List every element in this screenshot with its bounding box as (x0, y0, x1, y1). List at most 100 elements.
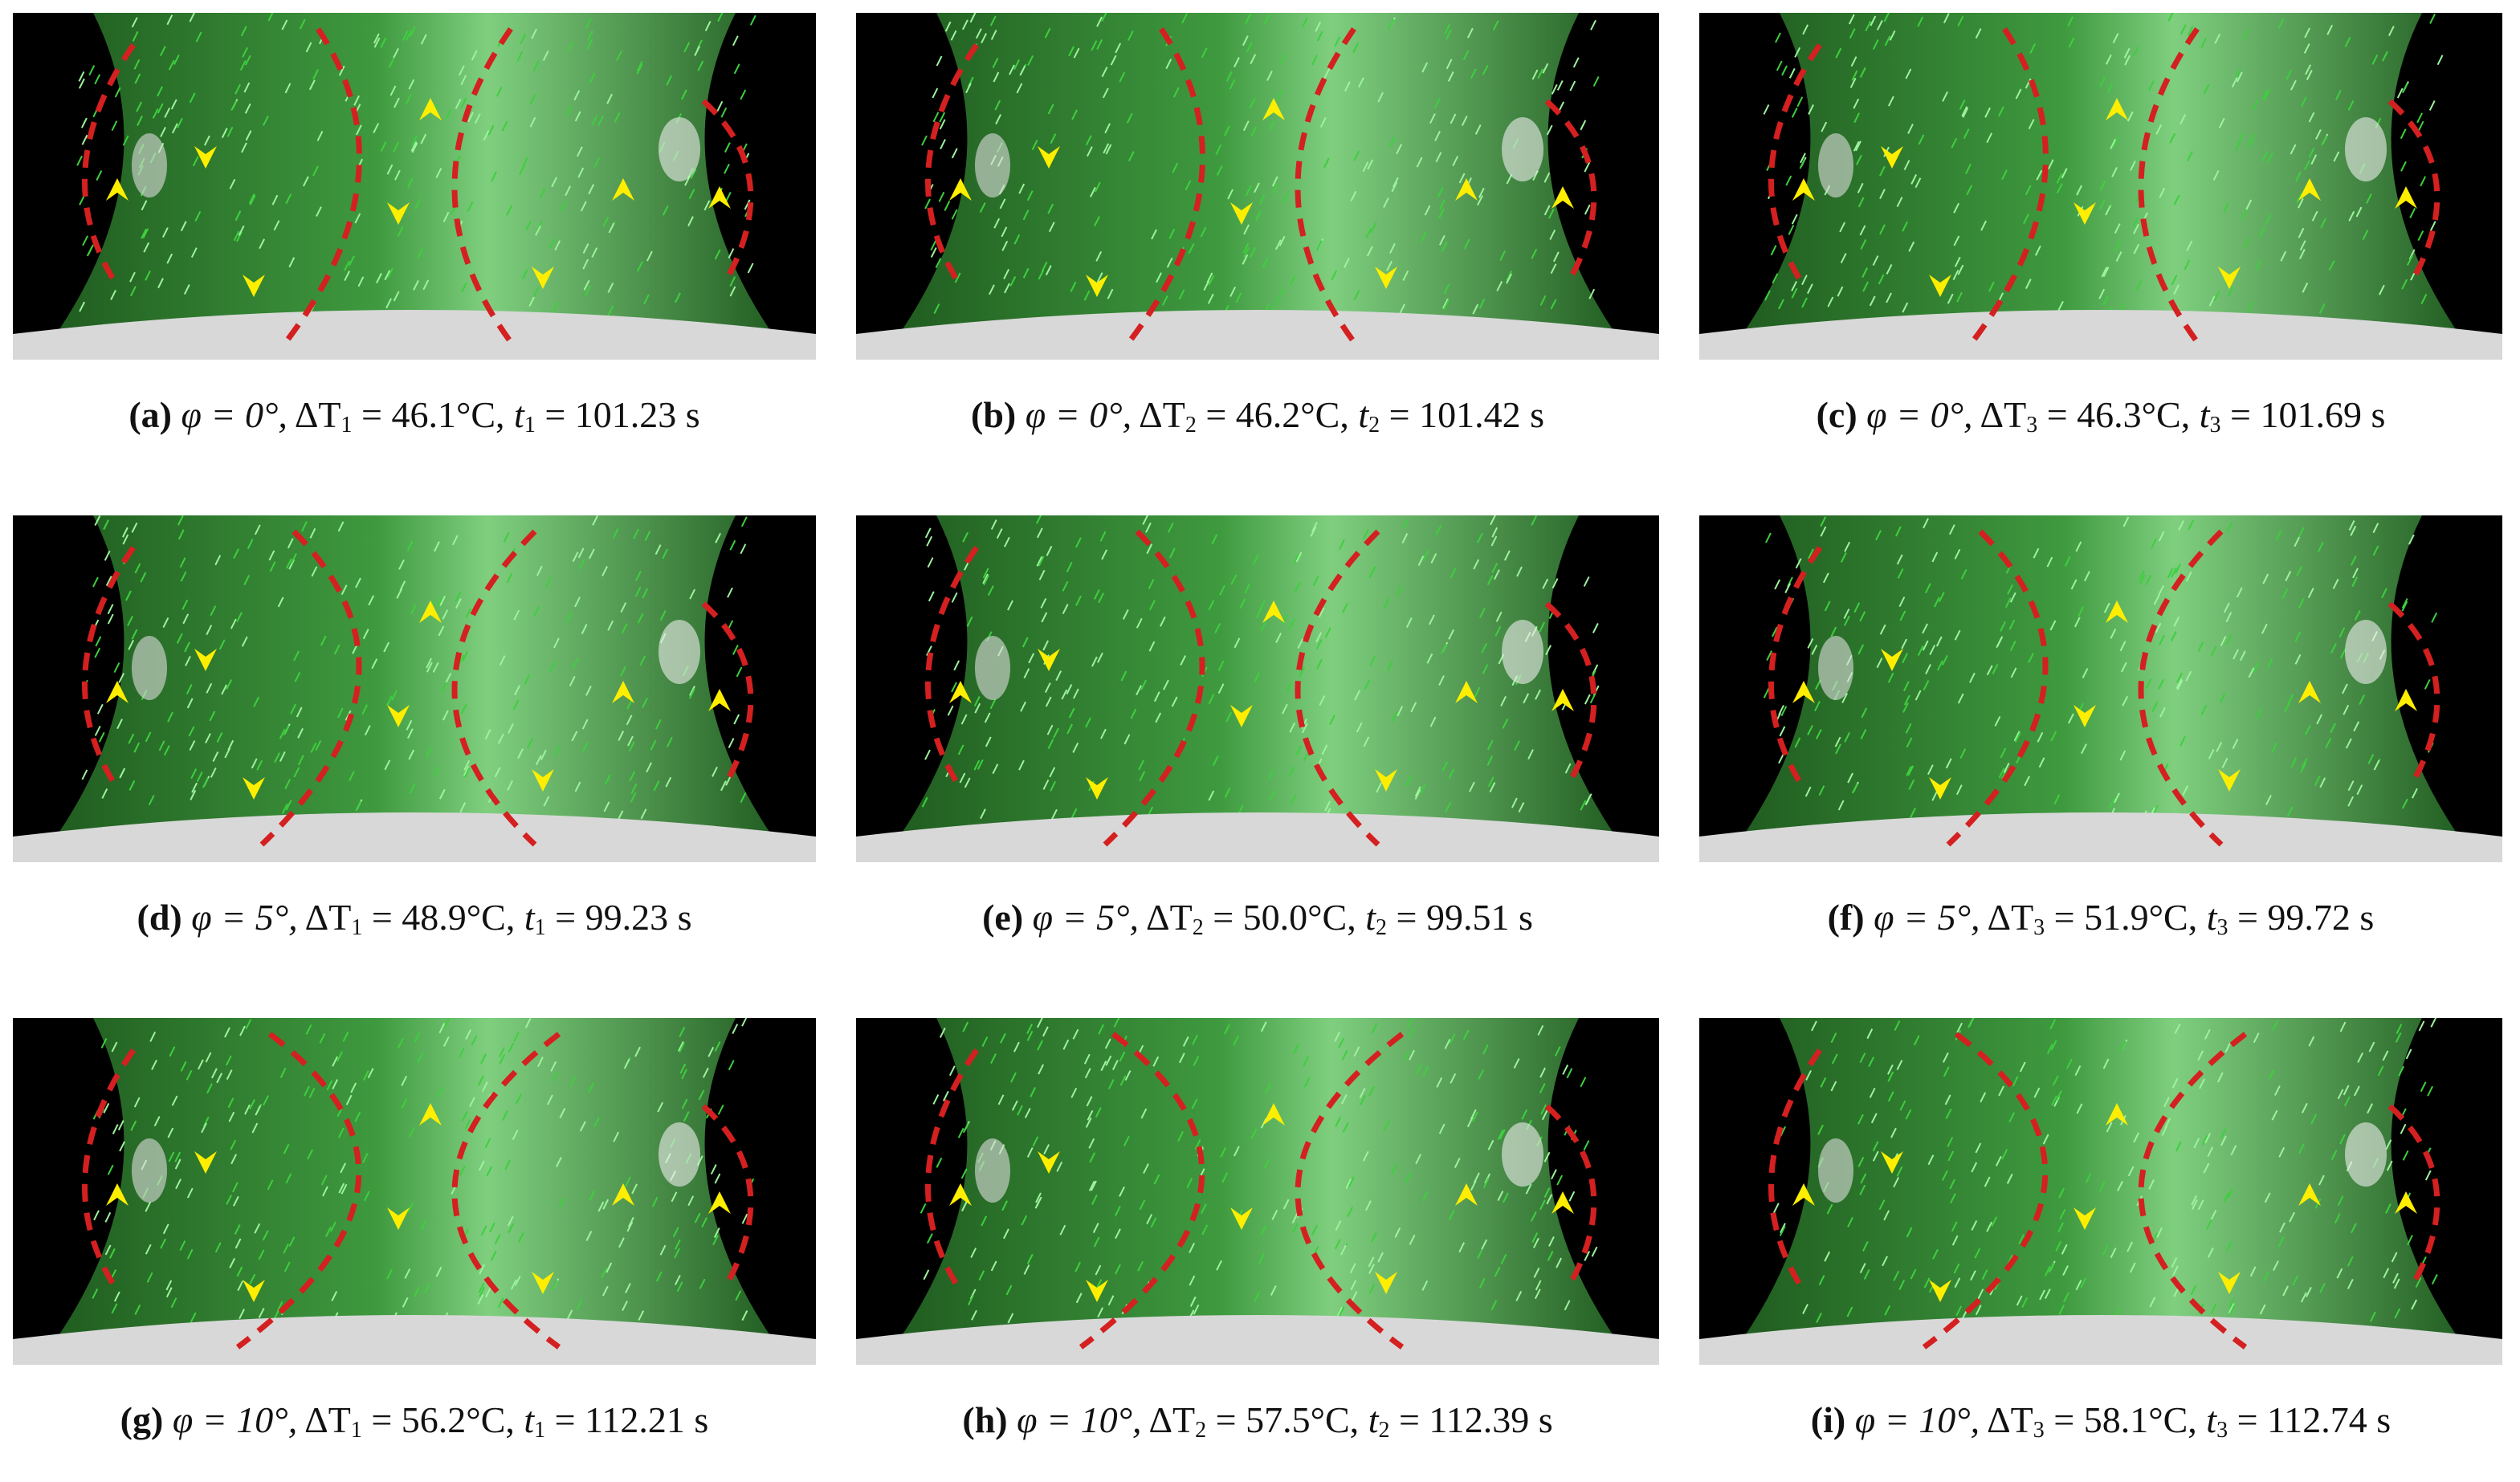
delta-value: = 51.9°C, (2053, 897, 2198, 938)
vector (1437, 187, 1444, 197)
vector (675, 292, 681, 303)
vector (1342, 602, 1348, 613)
vector (262, 1230, 269, 1241)
vector (357, 276, 365, 287)
vector (1339, 539, 1345, 550)
vector (94, 515, 101, 526)
vector (455, 98, 462, 109)
vector (2191, 1195, 2198, 1206)
vector (263, 116, 269, 126)
vector (1970, 1270, 1976, 1281)
vector (1224, 125, 1230, 136)
vector (1120, 670, 1127, 682)
vector (2099, 180, 2106, 191)
vector (1896, 554, 1903, 565)
vector (2271, 1109, 2278, 1121)
vector (338, 1183, 345, 1194)
vector (2098, 199, 2106, 210)
vector (2377, 1065, 2384, 1077)
vector (1910, 1268, 1917, 1280)
vector (679, 1026, 686, 1037)
vector (2216, 742, 2223, 752)
delta-value: = 48.9°C, (371, 897, 516, 938)
vector (1902, 702, 1909, 713)
vector (177, 117, 183, 128)
flow-arrow (243, 777, 265, 800)
vector (101, 788, 108, 799)
vector (1584, 161, 1591, 173)
vector (2207, 1146, 2214, 1158)
vector (2261, 89, 2269, 100)
vector (2253, 1032, 2260, 1044)
vector (1959, 99, 1966, 110)
vector (1020, 701, 1027, 712)
vector (2213, 291, 2220, 302)
vector (234, 210, 242, 222)
vector (1494, 569, 1500, 580)
vector (1208, 790, 1215, 801)
flow-arrow (1881, 146, 1903, 169)
vector (1859, 67, 1866, 78)
vector (1815, 729, 1822, 740)
vector (1796, 96, 1804, 108)
vector (2311, 210, 2318, 222)
vector (1878, 1199, 1886, 1211)
vortex-boundary (1922, 1032, 2049, 1350)
delta-subscript: 3 (2033, 915, 2045, 940)
vector (1219, 584, 1225, 596)
vector (1521, 1109, 1528, 1120)
vector (406, 728, 414, 739)
vector (1859, 225, 1866, 236)
vector (1203, 280, 1210, 291)
vector (501, 120, 508, 132)
vector (1444, 1038, 1451, 1049)
vector (732, 1024, 739, 1035)
vortex-boundary (701, 99, 754, 279)
vector (2124, 55, 2131, 66)
vector (410, 604, 417, 615)
caption: (d) φ = 5°, ΔT1 = 48.9°C, t1 = 99.23 s (13, 896, 816, 941)
vector (606, 93, 613, 104)
vortex-boundary (235, 1032, 362, 1350)
vector (573, 90, 581, 101)
vector (1776, 60, 1783, 71)
vector (2085, 1172, 2092, 1183)
vector (210, 1068, 218, 1079)
vector (1525, 1183, 1532, 1195)
time-symbol: t (2199, 394, 2210, 435)
vector (1344, 81, 1351, 92)
vector (304, 1085, 310, 1097)
vector (980, 808, 986, 820)
vector (96, 170, 103, 181)
vector (1368, 1085, 1375, 1097)
vector (182, 613, 190, 625)
vector (455, 598, 462, 609)
vector (1113, 1018, 1120, 1028)
vector (642, 588, 649, 599)
vector (1514, 740, 1520, 751)
vector (605, 774, 611, 785)
vector (1104, 123, 1111, 134)
vector (1013, 234, 1021, 245)
vector (420, 1219, 427, 1231)
fluid-region (45, 13, 784, 350)
vector (1540, 1104, 1547, 1115)
vector (962, 1021, 969, 1032)
vector (571, 731, 578, 742)
vector (191, 782, 198, 793)
vector (1843, 609, 1850, 619)
fluid-region (1731, 515, 2470, 853)
vector (984, 712, 991, 723)
vector (283, 1261, 291, 1272)
flow-arrow (419, 98, 442, 120)
flow-arrow (1230, 1207, 1253, 1230)
flow-arrow (2106, 601, 2128, 623)
vector (2171, 1077, 2179, 1089)
vector (1433, 98, 1441, 109)
vector (923, 1269, 930, 1280)
vector (572, 658, 579, 669)
vector (484, 1138, 491, 1149)
vector (2006, 1173, 2013, 1184)
vector (1315, 21, 1322, 32)
vector (1110, 55, 1117, 66)
